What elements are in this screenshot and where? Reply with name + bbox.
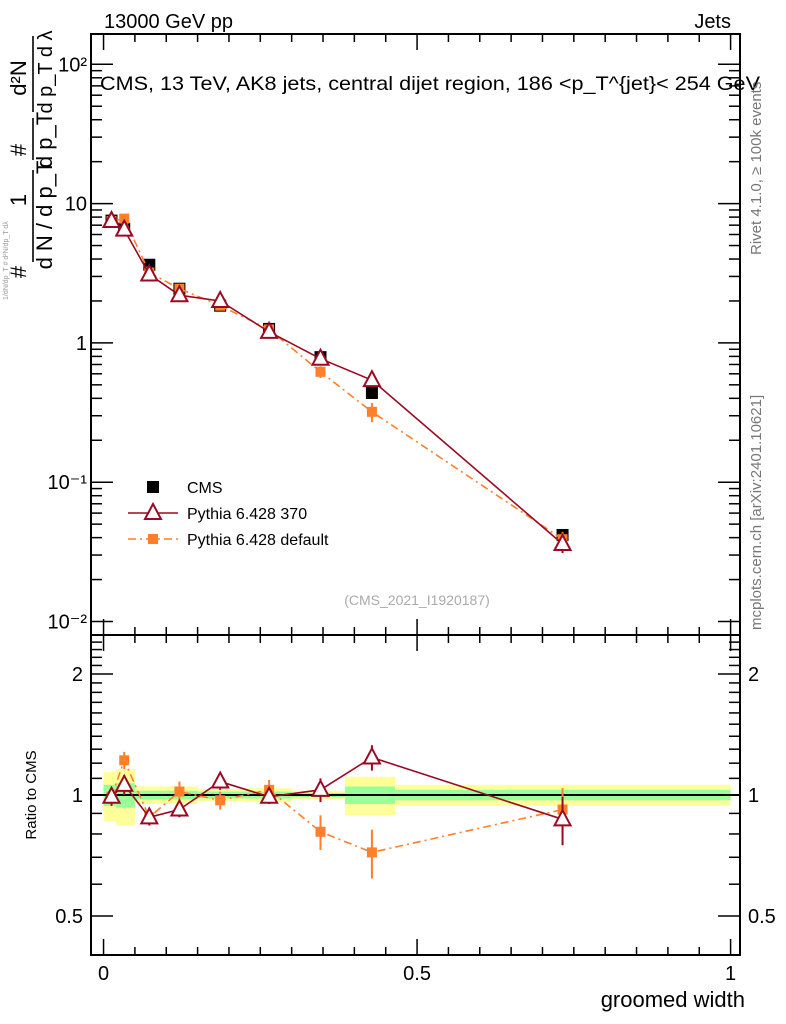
- y-tick-label: 10²: [58, 54, 87, 76]
- y-label-one: 1: [6, 194, 31, 206]
- marker-triangle: [169, 284, 190, 303]
- legend-label: Pythia 6.428 default: [187, 532, 329, 549]
- marker-square: [174, 786, 185, 797]
- marker-triangle: [210, 770, 230, 789]
- ratio-y-tick-label: 0.5: [55, 906, 83, 928]
- ratio-y-tick-label: 2: [72, 664, 83, 686]
- main-panel: 10² 10 1 10⁻¹ 10⁻² CMS Pythia 6.428 370 Pythia …: [48, 33, 741, 955]
- side-label-bottom: mcplots.cern.ch [arXiv:2401.10621]: [748, 395, 765, 630]
- ratio-y-tick-label-right: 0.5: [748, 906, 776, 928]
- marker-square: [365, 386, 378, 399]
- analysis-label: (CMS_2021_I1920187): [344, 592, 490, 608]
- marker-triangle: [101, 209, 122, 229]
- ratio-panel: 0 0.5 1 2 2 1 1 0.5 0.5: [55, 634, 776, 985]
- top-left-label: 13000 GeV pp: [104, 11, 233, 33]
- marker-square: [315, 366, 326, 377]
- marker-square: [366, 406, 377, 417]
- x-tick-label: 1: [725, 963, 736, 985]
- y-label-dpT-dlambda: d p_T d λ: [35, 30, 57, 113]
- marker-triangle: [259, 320, 279, 339]
- ratio-y-tick-label-right: 2: [748, 664, 759, 686]
- y-label-full: 1/dN/dp_T # d²N/dp_T dλ: [3, 221, 10, 300]
- marker-triangle: [114, 218, 134, 237]
- marker-triangle: [169, 798, 190, 817]
- y-label-hash-outer: #: [6, 265, 31, 278]
- y-label-d2N: d²N: [6, 60, 31, 95]
- series-line: [111, 217, 563, 540]
- y-label-hash-inner: #: [6, 143, 31, 156]
- ratio-y-tick-label: 1: [72, 785, 83, 807]
- marker-triangle: [101, 785, 122, 804]
- y-label-dpT: d p_T: [32, 112, 57, 168]
- marker-square: [147, 481, 159, 493]
- marker-triangle: [139, 806, 159, 825]
- side-label-top: Rivet 4.1.0, ≥ 100k events: [748, 82, 765, 255]
- legend-label: Pythia 6.428 370: [187, 506, 307, 523]
- y-tick-label: 1: [76, 333, 87, 355]
- marker-triangle: [552, 808, 573, 827]
- marker-triangle: [310, 778, 331, 797]
- ratio-y-tick-label-right: 1: [748, 785, 759, 807]
- series-line: [111, 220, 564, 545]
- marker-square: [315, 826, 326, 837]
- marker-triangle: [139, 263, 159, 282]
- marker-triangle: [114, 773, 134, 792]
- marker-triangle: [310, 347, 331, 366]
- ratio-y-label: Ratio to CMS: [23, 750, 40, 839]
- y-tick-label: 10⁻¹: [48, 472, 88, 494]
- x-tick-label: 0.5: [403, 963, 431, 985]
- marker-triangle: [143, 501, 163, 520]
- marker-triangle: [362, 369, 382, 388]
- marker-square: [215, 795, 226, 806]
- marker-square: [148, 534, 158, 544]
- legend-label: CMS: [187, 480, 223, 497]
- marker-triangle: [362, 746, 382, 765]
- marker-triangle: [552, 532, 573, 552]
- y-axis-label: # 1 d N / d p_T # d p_T d²N d p_T d λ 1/…: [3, 30, 57, 300]
- marker-square: [119, 755, 130, 766]
- y-label-dN-dpT: d N / d p_T: [32, 161, 57, 270]
- marker-triangle: [210, 289, 230, 308]
- top-right-label: Jets: [694, 11, 731, 33]
- chart-title: CMS, 13 TeV, AK8 jets, central dijet reg…: [100, 73, 760, 95]
- marker-triangle: [259, 785, 279, 804]
- x-tick-label: 0: [98, 963, 109, 985]
- marker-square: [366, 847, 377, 858]
- y-tick-label: 10⁻²: [48, 612, 88, 634]
- y-tick-label: 10: [65, 194, 87, 216]
- x-axis-label: groomed width: [601, 987, 745, 1012]
